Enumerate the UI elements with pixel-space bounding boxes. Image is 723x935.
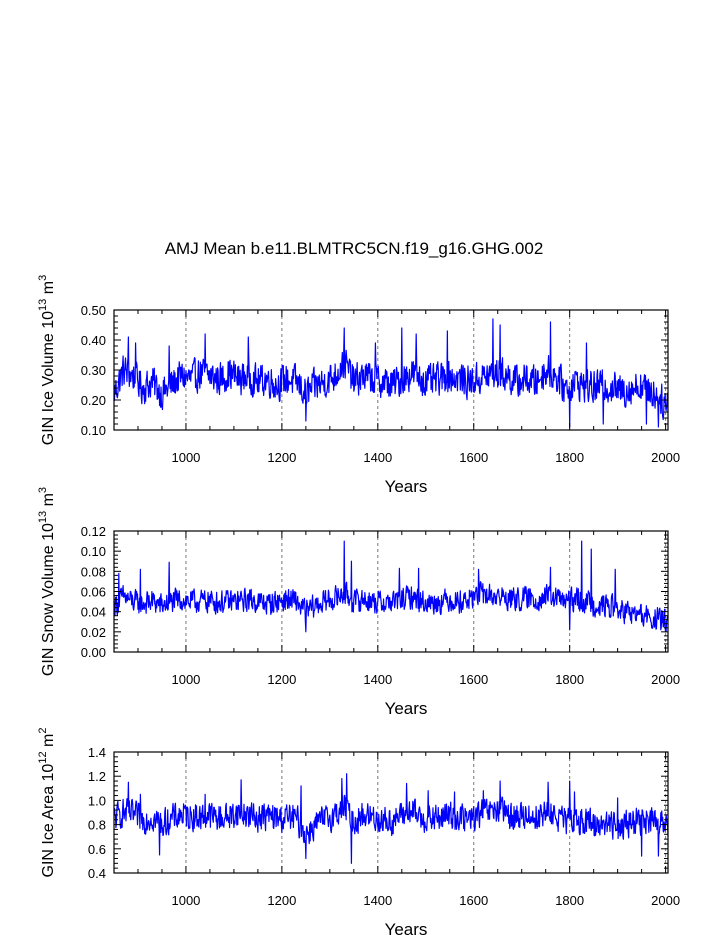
x-tick-label: 1600 [459, 672, 488, 687]
y-axis-label-part: m [40, 493, 57, 511]
x-tick-label: 1000 [171, 672, 200, 687]
y-tick-label: 0.00 [81, 645, 106, 660]
y-axis-label-part: 3 [37, 275, 49, 281]
x-tick-label: 1400 [363, 893, 392, 908]
y-tick-label: 0.06 [81, 585, 106, 600]
y-tick-label: 0.12 [81, 524, 106, 539]
y-axis-label-part: m [40, 734, 57, 752]
y-tick-label: 1.0 [88, 793, 106, 808]
y-tick-label: 0.20 [81, 393, 106, 408]
y-axis-label-part: m [40, 281, 57, 299]
y-tick-label: 1.4 [88, 745, 106, 760]
y-tick-label: 0.4 [88, 866, 106, 881]
y-tick-label: 0.10 [81, 544, 106, 559]
plot-frame [113, 530, 669, 653]
y-axis-label-part: GIN Snow Volume 10 [40, 523, 57, 676]
y-tick-label: 0.02 [81, 625, 106, 640]
x-tick-label: 1000 [171, 893, 200, 908]
x-tick-label: 2000 [651, 450, 680, 465]
y-axis-label-part: 2 [37, 728, 49, 734]
y-axis-label: GIN Ice Area 1012 m2 [37, 728, 57, 878]
x-tick-label: 1200 [267, 450, 296, 465]
y-axis-label: GIN Ice Volume 1013 m3 [37, 275, 57, 445]
x-tick-label: 1400 [363, 450, 392, 465]
x-tick-label: 1200 [267, 893, 296, 908]
plot-frame [113, 751, 669, 874]
panels: 1000 1200 1400 1600 1800 2000 Years 0.10 0.20 0.3… [37, 275, 680, 935]
x-tick-label: 1600 [459, 893, 488, 908]
y-axis-label-part: 13 [37, 511, 49, 523]
y-tick-label: 0.30 [81, 363, 106, 378]
x-axis-label: Years [385, 920, 428, 935]
y-tick-label: 0.6 [88, 842, 106, 857]
x-axis-label: Years [385, 699, 428, 718]
y-tick-label: 0.10 [81, 423, 106, 438]
y-tick-label: 1.2 [88, 769, 106, 784]
x-tick-label: 1400 [363, 672, 392, 687]
y-tick-label: 0.08 [81, 564, 106, 579]
panel-ice-area: 1000 1200 1400 1600 1800 2000 Years 0.4 0.6 0.8 1.… [37, 728, 680, 935]
y-axis-label-part: 13 [37, 299, 49, 311]
y-axis-label-part: GIN Ice Volume 10 [40, 311, 57, 445]
y-axis-label: GIN Snow Volume 1013 m3 [37, 487, 57, 676]
y-axis-label-part: 12 [37, 751, 49, 763]
y-tick-label: 0.50 [81, 303, 106, 318]
y-axis-label-part: GIN Ice Area 10 [40, 764, 57, 878]
series-line [113, 540, 669, 633]
chart-title: AMJ Mean b.e11.BLMTRC5CN.f19_g16.GHG.002 [165, 239, 544, 258]
x-tick-label: 1800 [555, 672, 584, 687]
panel-snow-volume: 1000 1200 1400 1600 1800 2000 Years 0.00 0.02 0.0… [37, 487, 680, 718]
x-tick-label: 1800 [555, 450, 584, 465]
x-tick-label: 2000 [651, 893, 680, 908]
y-tick-label: 0.04 [81, 605, 106, 620]
x-tick-label: 1200 [267, 672, 296, 687]
y-tick-label: 0.8 [88, 818, 106, 833]
series-line [113, 773, 669, 864]
panel-ice-volume: 1000 1200 1400 1600 1800 2000 Years 0.10 0.20 0.3… [37, 275, 680, 496]
plot-frame [113, 309, 669, 431]
series-line [113, 318, 669, 428]
x-axis-label: Years [385, 477, 428, 496]
x-tick-label: 1800 [555, 893, 584, 908]
y-axis-label-part: 3 [37, 487, 49, 493]
x-tick-label: 2000 [651, 672, 680, 687]
x-tick-label: 1000 [171, 450, 200, 465]
y-tick-label: 0.40 [81, 333, 106, 348]
x-tick-label: 1600 [459, 450, 488, 465]
